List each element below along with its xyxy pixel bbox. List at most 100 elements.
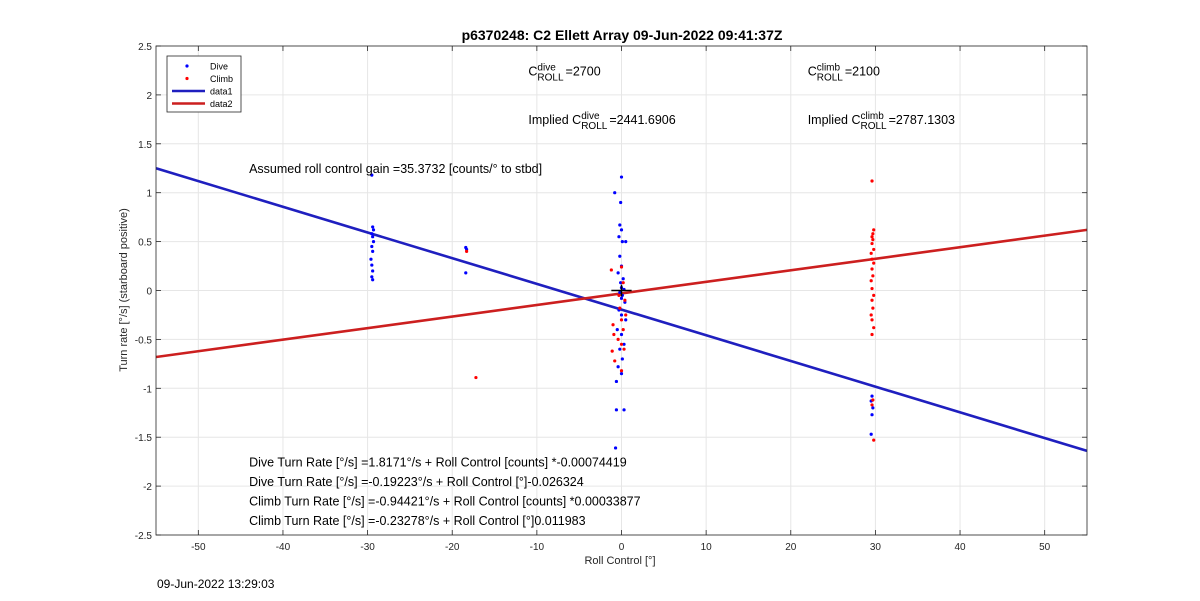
data-point-climb <box>872 261 876 265</box>
data-point-climb <box>613 359 617 363</box>
annotation-c-dive: Cdive ROLL =2700 <box>528 62 600 83</box>
data-point-dive <box>370 244 374 249</box>
annotation-fit-0: Dive Turn Rate [°/s] =1.8171°/s + Roll C… <box>249 456 627 470</box>
data-point-dive <box>619 313 624 317</box>
data-point-climb <box>609 268 613 272</box>
legend-label-climb: Climb <box>210 74 233 84</box>
data-point-dive <box>618 347 622 351</box>
annotation-c-climb: Cclimb ROLL =2100 <box>808 62 880 83</box>
legend-marker-climb <box>185 76 189 81</box>
data-point-climb <box>623 298 627 302</box>
data-point-dive <box>619 281 623 285</box>
data-point-dive <box>464 271 468 275</box>
annotation-implied-dive: Implied Cdive ROLL =2441.6906 <box>528 111 675 132</box>
data-point-climb <box>870 286 874 291</box>
data-point-climb <box>612 332 616 337</box>
y-tick-label: -1 <box>143 384 152 395</box>
data-point-dive <box>624 240 628 244</box>
data-point-dive <box>371 278 375 282</box>
data-point-dive <box>618 254 622 258</box>
legend-label-data2: data2 <box>210 99 233 109</box>
data-point-dive <box>619 332 624 337</box>
data-point-dive <box>371 228 376 232</box>
data-point-dive <box>620 240 624 244</box>
data-point-climb <box>619 342 624 346</box>
annotation-c-dive-subscript: ROLL <box>537 72 564 83</box>
data-point-dive <box>871 406 875 410</box>
y-tick-label: -2 <box>143 482 152 493</box>
data-point-dive <box>618 290 622 295</box>
y-tick-label: 2 <box>146 91 152 102</box>
data-point-dive <box>619 228 624 232</box>
data-point-dive <box>869 432 873 436</box>
data-point-climb <box>619 369 624 373</box>
data-point-dive <box>622 342 626 346</box>
y-tick-label: 2.5 <box>138 42 152 53</box>
x-tick-label: 0 <box>619 542 625 553</box>
plot-area: -50 -40 -30 -20 -10 0 10 20 30 40 50-2.5-2-1.5-1-0… <box>135 42 1088 553</box>
data-point-climb <box>621 328 625 332</box>
data-point-dive <box>619 372 624 376</box>
annotation-roll-gain: Assumed roll control gain =35.3732 [coun… <box>249 162 542 176</box>
annotation-implied-dive-value: =2441.6906 <box>609 113 675 127</box>
data-point-dive <box>616 365 620 369</box>
data-point-climb <box>474 375 478 380</box>
data-point-dive <box>371 269 375 273</box>
y-tick-label: -1.5 <box>135 433 153 444</box>
data-point-climb <box>870 235 874 239</box>
data-point-climb <box>872 326 876 330</box>
data-layer <box>156 167 1087 453</box>
annotation-fit-2: Climb Turn Rate [°/s] =-0.94421°/s + Rol… <box>249 495 641 509</box>
data-point-dive <box>371 240 376 244</box>
y-tick-label: 1 <box>146 189 152 200</box>
data-point-climb <box>617 293 621 297</box>
data-point-climb <box>871 306 875 310</box>
annotation-implied-dive-superscript: dive <box>581 111 600 122</box>
data-point-climb <box>610 349 614 353</box>
data-point-climb <box>618 306 622 310</box>
data-point-dive <box>870 394 874 398</box>
data-point-dive <box>622 408 626 412</box>
x-tick-label: 50 <box>1039 542 1051 553</box>
annotation-fit-1: Dive Turn Rate [°/s] =-0.19223°/s + Roll… <box>249 475 584 489</box>
x-axis-label: Roll Control [°] <box>584 555 655 567</box>
data-point-climb <box>465 249 469 253</box>
annotation-implied-climb-superscript: climb <box>860 111 884 122</box>
data-point-dive <box>369 257 373 261</box>
data-point-dive <box>370 173 374 177</box>
annotation-implied-climb: Implied Cclimb ROLL =2787.1303 <box>808 111 955 132</box>
data-point-dive <box>614 408 619 412</box>
chart-title: p6370248: C2 Ellett Array 09-Jun-2022 09… <box>462 27 783 43</box>
annotation-implied-climb-value: =2787.1303 <box>889 113 955 127</box>
x-tick-label: 30 <box>870 542 882 553</box>
x-tick-label: 40 <box>954 542 966 553</box>
y-axis-label: Turn rate [°/s] (starboard positive) <box>118 208 130 372</box>
data-point-dive <box>370 263 374 267</box>
data-point-climb <box>619 265 624 269</box>
data-point-dive <box>618 223 622 227</box>
y-tick-label: 1.5 <box>138 140 152 151</box>
x-tick-label: -20 <box>445 542 460 553</box>
data-point-dive <box>370 232 374 236</box>
x-tick-label: -10 <box>530 542 545 553</box>
data-point-climb <box>870 257 874 261</box>
data-point-climb <box>871 274 875 278</box>
annotation-implied-dive-prefix: Implied C <box>528 113 581 127</box>
legend-label-data1: data1 <box>210 87 233 97</box>
data-point-climb <box>869 313 873 317</box>
annotation-c-dive-superscript: dive <box>537 62 556 73</box>
data-point-dive <box>619 175 624 179</box>
y-tick-label: -2.5 <box>135 531 153 542</box>
data-point-climb <box>869 279 873 283</box>
data-point-dive <box>371 249 375 253</box>
data-point-climb <box>619 318 624 322</box>
footer-timestamp: 09-Jun-2022 13:29:03 <box>157 577 275 591</box>
data-point-dive <box>619 296 624 300</box>
data-point-climb <box>622 347 626 351</box>
data-point-dive <box>616 271 620 275</box>
legend-marker-dive <box>185 64 189 68</box>
annotation-c-climb-prefix: C <box>808 64 817 78</box>
data-point-climb <box>871 238 875 242</box>
data-point-dive <box>870 413 874 417</box>
